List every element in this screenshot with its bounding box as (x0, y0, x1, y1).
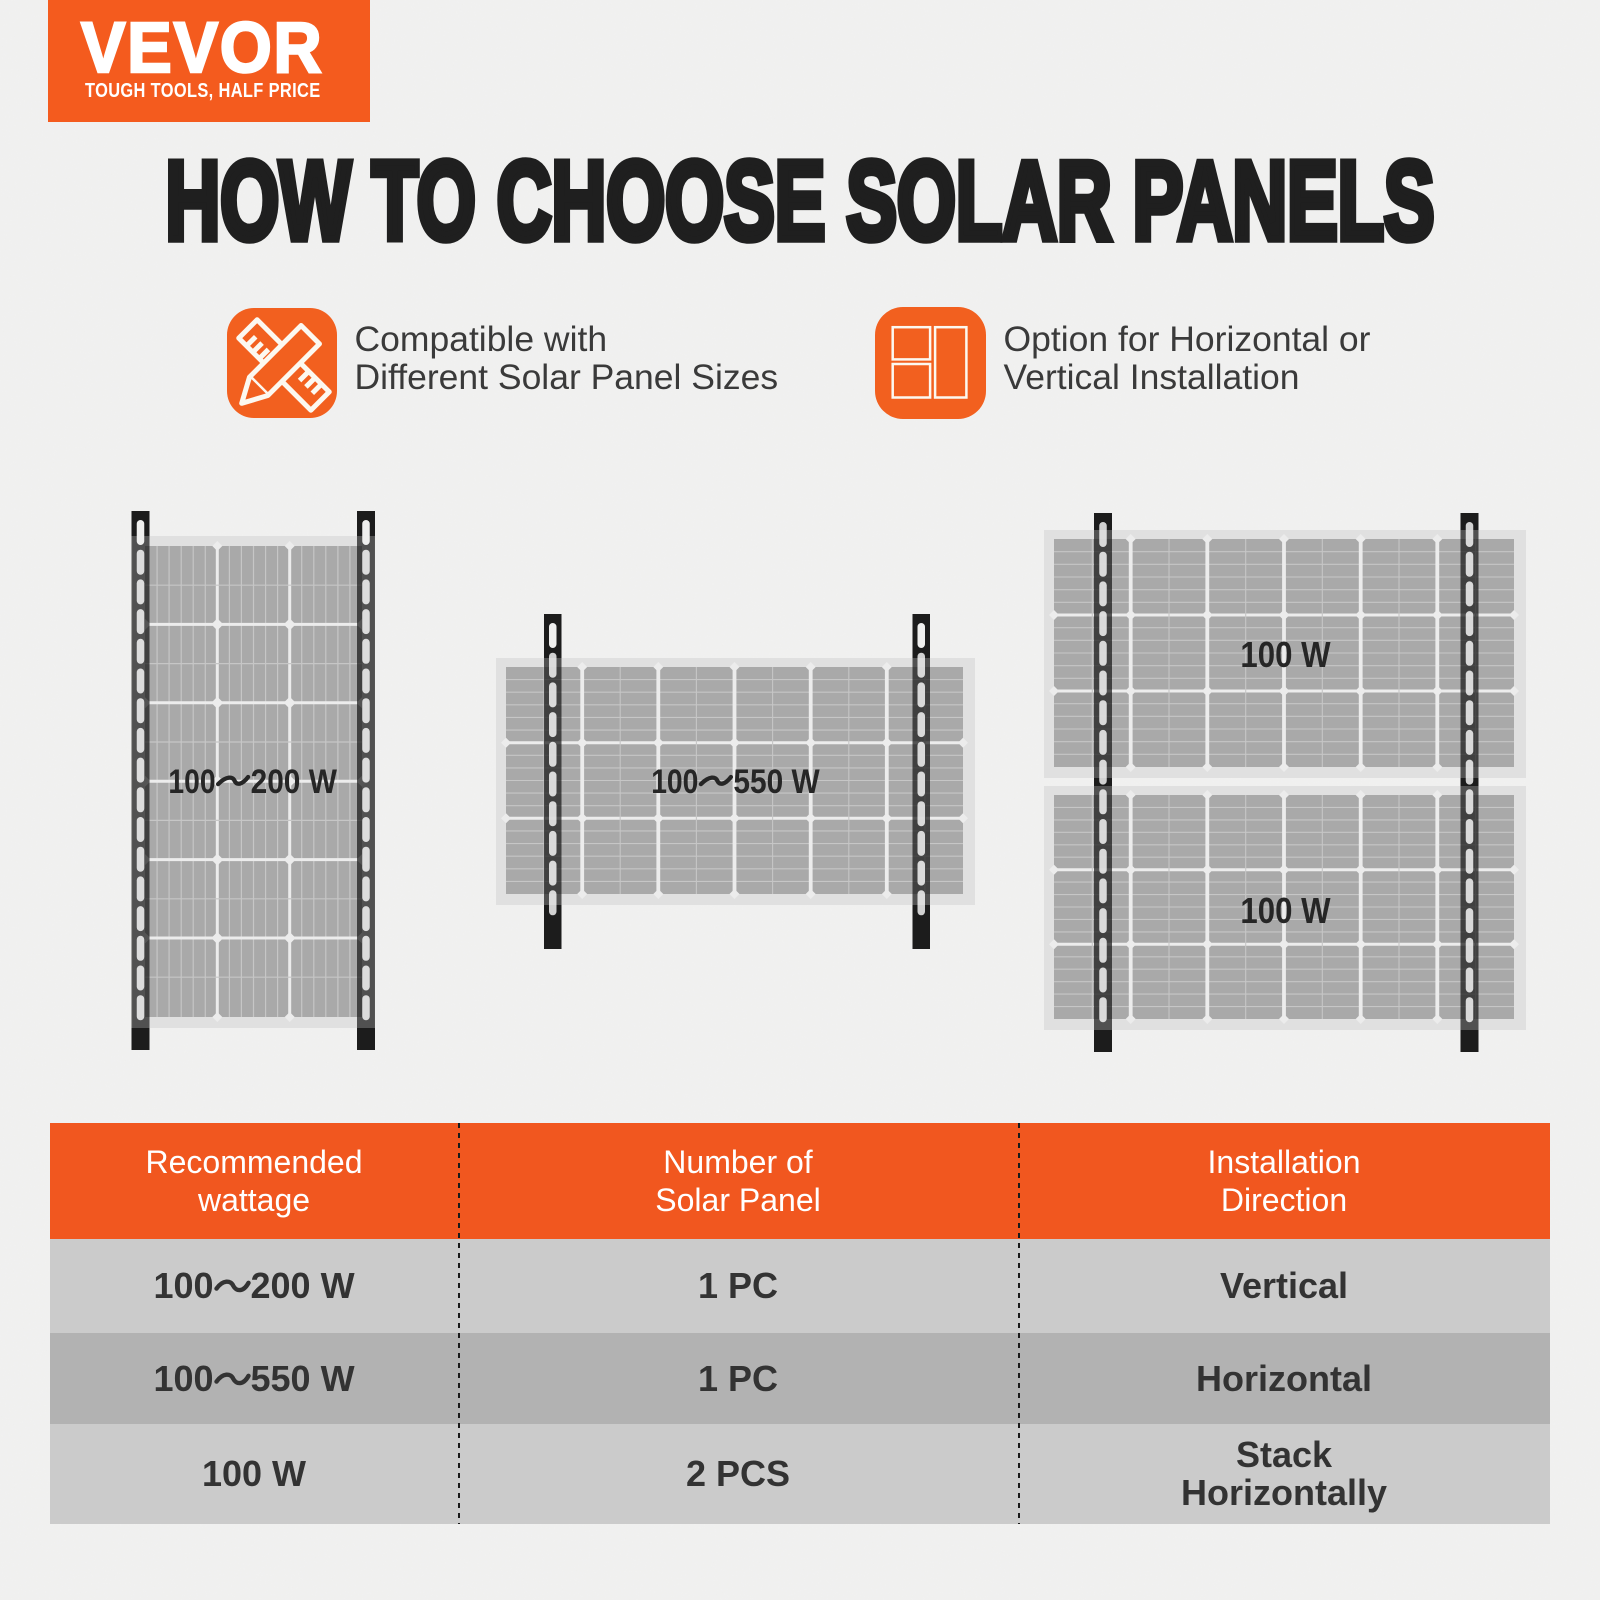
svg-text:100 W: 100 W (1240, 634, 1330, 675)
svg-text:550 W: 550 W (733, 763, 820, 801)
svg-text:HOW TO CHOOSE SOLAR PANELS: HOW TO CHOOSE SOLAR PANELS (166, 139, 1435, 263)
svg-text:100: 100 (168, 763, 215, 801)
svg-text:100: 100 (651, 763, 698, 801)
svg-text:200 W: 200 W (251, 763, 338, 801)
svg-text:100 W: 100 W (1240, 890, 1330, 931)
